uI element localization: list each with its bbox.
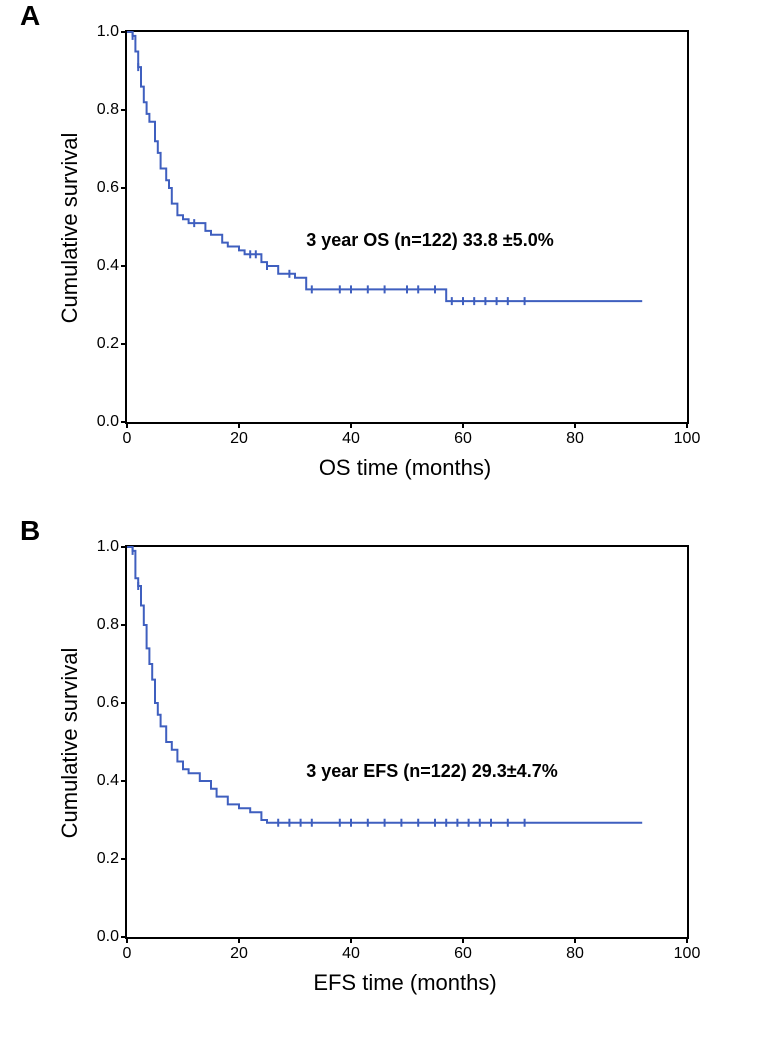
ytick: 0.8: [79, 616, 127, 634]
ytick: 0.2: [79, 850, 127, 868]
ytick: 0.8: [79, 101, 127, 119]
xtick: 40: [331, 937, 371, 963]
xtick: 20: [219, 937, 259, 963]
panel-b: B 3 year EFS (n=122) 29.3±4.7% 0.00.20.4…: [0, 515, 765, 1041]
xtick: 80: [555, 937, 595, 963]
xtick: 20: [219, 422, 259, 448]
figure: A 3 year OS (n=122) 33.8 ±5.0% 0.00.20.4…: [0, 0, 765, 1041]
ytick: 0.4: [79, 257, 127, 275]
panel-b-xlabel: EFS time (months): [305, 970, 505, 996]
panel-a-plot: 3 year OS (n=122) 33.8 ±5.0% 0.00.20.40.…: [125, 30, 689, 424]
panel-b-plot: 3 year EFS (n=122) 29.3±4.7% 0.00.20.40.…: [125, 545, 689, 939]
panel-a: A 3 year OS (n=122) 33.8 ±5.0% 0.00.20.4…: [0, 0, 765, 520]
panel-b-ylabel: Cumulative survival: [57, 643, 83, 843]
xtick: 100: [667, 422, 707, 448]
panel-a-label: A: [20, 0, 40, 32]
panel-b-label: B: [20, 515, 40, 547]
panel-a-svg: [127, 32, 687, 422]
panel-b-svg: [127, 547, 687, 937]
xtick: 40: [331, 422, 371, 448]
ytick: 0.4: [79, 772, 127, 790]
xtick: 0: [107, 422, 147, 448]
ytick: 1.0: [79, 23, 127, 41]
ytick: 0.6: [79, 694, 127, 712]
panel-a-ylabel: Cumulative survival: [57, 128, 83, 328]
xtick: 100: [667, 937, 707, 963]
xtick: 60: [443, 937, 483, 963]
panel-a-annotation: 3 year OS (n=122) 33.8 ±5.0%: [306, 230, 554, 251]
xtick: 80: [555, 422, 595, 448]
panel-b-annotation: 3 year EFS (n=122) 29.3±4.7%: [306, 761, 558, 782]
xtick: 0: [107, 937, 147, 963]
ytick: 1.0: [79, 538, 127, 556]
ytick: 0.2: [79, 335, 127, 353]
xtick: 60: [443, 422, 483, 448]
panel-a-xlabel: OS time (months): [305, 455, 505, 481]
ytick: 0.6: [79, 179, 127, 197]
